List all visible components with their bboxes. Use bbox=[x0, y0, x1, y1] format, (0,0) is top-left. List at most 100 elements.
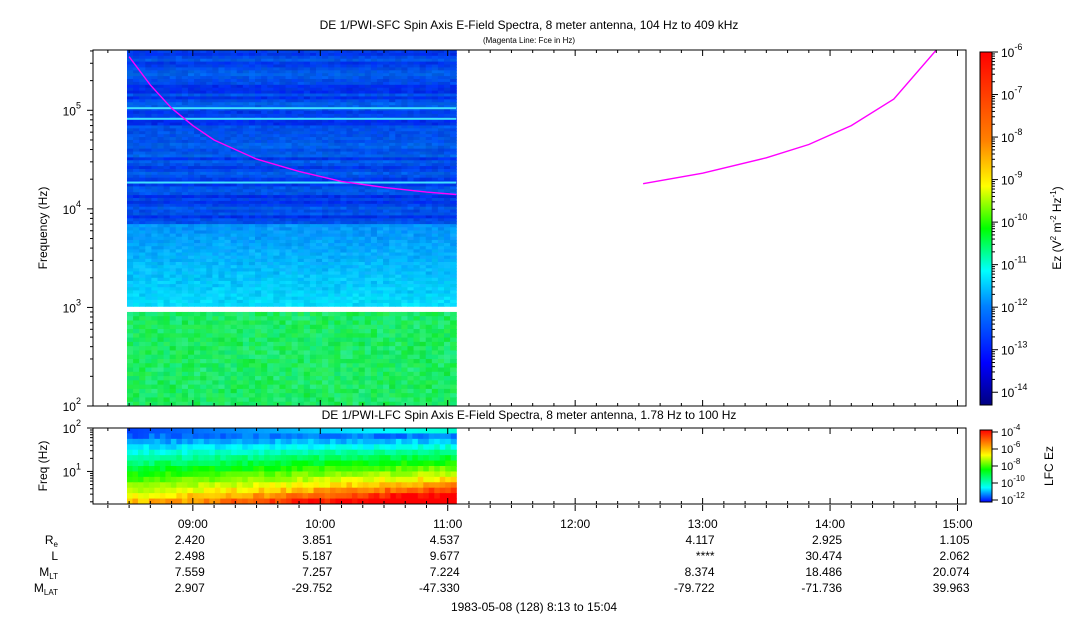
sfc-cell-low bbox=[389, 311, 396, 317]
sfc-cell-low bbox=[248, 337, 256, 343]
sfc-cell-high bbox=[370, 157, 378, 161]
sfc-cell-high bbox=[352, 50, 360, 54]
sfc-cell-mid bbox=[340, 293, 348, 298]
sfc-cell-high bbox=[425, 73, 433, 77]
sfc-cell-high bbox=[309, 163, 317, 167]
sfc-cell-high bbox=[297, 218, 305, 222]
sfc-cell-high bbox=[303, 203, 311, 208]
sfc-cell-low bbox=[370, 320, 378, 326]
sfc-cell-high bbox=[401, 70, 409, 74]
sfc-cell-mid bbox=[407, 274, 415, 279]
sfc-cell-mid bbox=[328, 277, 335, 282]
sfc-cell-high bbox=[273, 215, 281, 219]
sfc-cell-high bbox=[279, 96, 287, 100]
sfc-cell-mid bbox=[358, 268, 366, 273]
sfc-cell-high bbox=[273, 154, 281, 158]
sfc-cell-mid bbox=[395, 293, 402, 298]
sfc-cell-mid bbox=[383, 261, 390, 266]
sfc-cell-mid bbox=[450, 280, 457, 285]
sfc-cell-high bbox=[401, 215, 409, 219]
sfc-cell-high bbox=[376, 209, 384, 214]
sfc-cell-mid bbox=[309, 246, 317, 250]
sfc-cell-mid bbox=[273, 265, 281, 269]
sfc-cell-high bbox=[297, 174, 305, 179]
sfc-cell-mid bbox=[437, 284, 445, 288]
sfc-cell-high bbox=[218, 50, 226, 54]
sfc-cell-low bbox=[407, 324, 415, 330]
sfc-cell-high bbox=[328, 148, 335, 153]
sfc-cell-mid bbox=[157, 249, 165, 254]
sfc-cell-low bbox=[322, 320, 329, 326]
sfc-cell-high bbox=[273, 151, 281, 156]
sfc-cell-high bbox=[346, 218, 354, 222]
sfc-cell-mid bbox=[187, 227, 195, 232]
sfc-cell-high bbox=[163, 215, 171, 219]
sfc-cell-low bbox=[309, 320, 317, 326]
sfc-cell-high bbox=[169, 160, 177, 164]
sfc-cell-mid bbox=[437, 299, 445, 304]
sfc-cell-low bbox=[340, 311, 348, 317]
sfc-cell-high bbox=[413, 183, 421, 187]
sfc-cell-high bbox=[194, 218, 201, 222]
sfc-cell-high bbox=[230, 189, 238, 193]
sfc-cell-high bbox=[316, 125, 323, 129]
sfc-cell-mid bbox=[194, 227, 201, 232]
sfc-cell-mid bbox=[273, 268, 281, 273]
sfc-cell-high bbox=[285, 148, 293, 153]
sfc-cell-high bbox=[242, 61, 250, 66]
sfc-cell-high bbox=[230, 128, 238, 132]
sfc-cell-mid bbox=[212, 280, 220, 285]
sfc-cell-high bbox=[169, 166, 177, 170]
sfc-cell-high bbox=[187, 163, 195, 167]
sfc-cell-high bbox=[175, 183, 183, 187]
sfc-cell-low bbox=[285, 316, 293, 322]
sfc-cell-high bbox=[169, 206, 177, 211]
sfc-cell-mid bbox=[267, 236, 274, 241]
sfc-cell-mid bbox=[169, 293, 177, 298]
sfc-cell-high bbox=[389, 55, 396, 60]
sfc-cell-high bbox=[419, 87, 427, 92]
sfc-cell-high bbox=[236, 105, 244, 109]
sfc-cell-mid bbox=[157, 261, 165, 266]
sfc-cell-high bbox=[383, 113, 390, 118]
sfc-cell-high bbox=[127, 171, 134, 176]
sfc-cell-high bbox=[127, 177, 134, 182]
sfc-cell-high bbox=[316, 73, 323, 77]
sfc-cell-high bbox=[133, 134, 140, 138]
sfc-cell-high bbox=[212, 142, 220, 147]
sfc-cell-mid bbox=[340, 230, 348, 235]
sfc-cell-high bbox=[450, 76, 457, 80]
sfc-cell-high bbox=[413, 79, 421, 83]
sfc-cell-mid bbox=[407, 268, 415, 273]
sfc-cell-mid bbox=[175, 249, 183, 254]
sfc-cell-high bbox=[322, 157, 329, 161]
sfc-cell-high bbox=[151, 142, 159, 147]
sfc-cell-high bbox=[175, 122, 183, 127]
sfc-cell-high bbox=[248, 128, 256, 132]
sfc-cell-high bbox=[273, 128, 281, 132]
sfc-cell-high bbox=[297, 183, 305, 187]
sfc-cell-mid bbox=[444, 277, 451, 282]
sfc-cell-high bbox=[340, 134, 348, 138]
sfc-cell-high bbox=[370, 90, 378, 95]
sfc-cell-high bbox=[425, 168, 433, 173]
sfc-cell-high bbox=[242, 110, 250, 115]
sfc-cell-high bbox=[297, 163, 305, 167]
sfc-cell-low bbox=[285, 333, 293, 339]
sfc-cell-mid bbox=[169, 290, 177, 295]
sfc-cell-mid bbox=[444, 296, 451, 301]
sfc-cell-low bbox=[230, 329, 238, 334]
sfc-cell-high bbox=[236, 61, 244, 66]
sfc-cell-mid bbox=[218, 243, 226, 247]
sfc-cell-high bbox=[200, 168, 207, 173]
sfc-cell-high bbox=[340, 137, 348, 141]
sfc-cell-low bbox=[346, 316, 354, 322]
sfc-cell-high bbox=[127, 110, 134, 115]
sfc-cell-mid bbox=[194, 265, 201, 269]
sfc-cell-high bbox=[297, 192, 305, 196]
sfc-cell-high bbox=[419, 171, 427, 176]
sfc-cell-mid bbox=[389, 252, 396, 257]
sfc-cell-mid bbox=[175, 296, 183, 301]
sfc-cell-high bbox=[413, 131, 421, 135]
sfc-cell-high bbox=[224, 110, 232, 115]
